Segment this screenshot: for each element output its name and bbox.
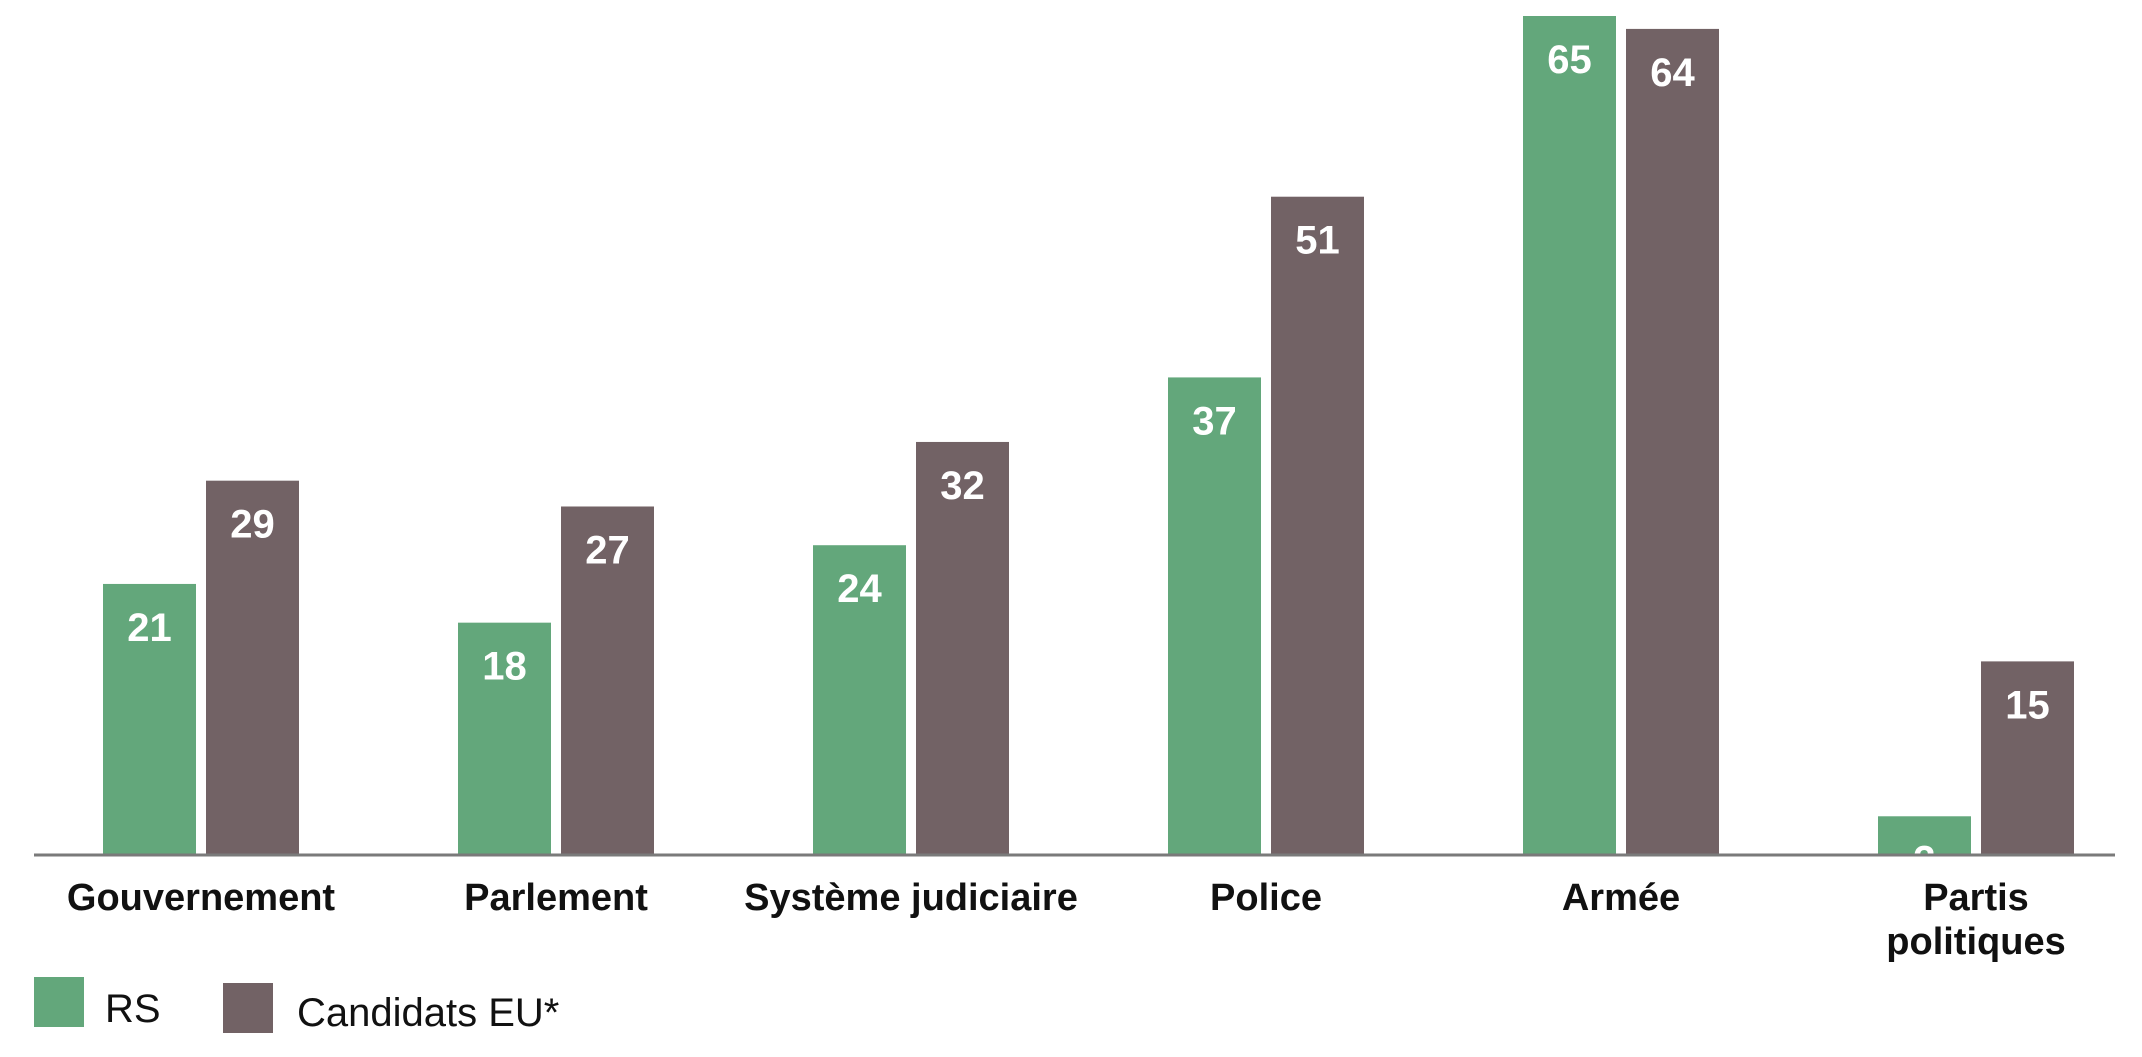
legend: RS Candidats EU* (34, 977, 559, 1035)
bars-group (103, 16, 2074, 855)
value-labels-group: 21 29 18 27 24 32 37 51 65 64 3 15 (127, 38, 2050, 882)
bar-rs-3 (1168, 377, 1261, 855)
legend-label-rs: RS (105, 987, 161, 1031)
bar-value-label: 37 (1192, 399, 1237, 443)
bar-value-label: 15 (2005, 683, 2050, 727)
legend-label-candidats-eu: Candidats EU* (297, 991, 559, 1035)
bar-rs-0 (103, 583, 196, 855)
bar-rs-4 (1523, 16, 1616, 855)
category-label: Police (1210, 877, 1322, 919)
category-label: Gouvernement (67, 877, 336, 919)
category-label: Armée (1562, 877, 1680, 919)
bar-candidats-eu-5 (1981, 661, 2074, 855)
category-labels-group: Gouvernement Parlement Système judiciaire P… (67, 877, 2066, 963)
legend-swatch-candidats-eu (223, 983, 273, 1033)
bar-value-label: 65 (1547, 38, 1592, 82)
bar-value-label: 27 (585, 528, 630, 572)
bar-value-label: 32 (940, 464, 985, 508)
category-label: Système judiciaire (744, 877, 1078, 919)
category-label: Partis politiques (1886, 877, 2065, 963)
bar-value-label: 21 (127, 606, 172, 650)
bar-rs-2 (813, 545, 906, 855)
legend-swatch-rs (34, 977, 84, 1027)
bar-candidats-eu-2 (916, 441, 1009, 855)
bar-candidats-eu-1 (561, 506, 654, 855)
bar-value-label: 64 (1650, 51, 1695, 95)
bar-candidats-eu-4 (1626, 28, 1719, 855)
category-label: Parlement (464, 877, 648, 919)
bar-value-label: 51 (1295, 219, 1340, 263)
bar-rs-5 (1878, 816, 1971, 855)
bar-value-label: 24 (837, 567, 882, 611)
bar-value-label: 3 (1913, 838, 1935, 882)
bar-value-label: 29 (230, 503, 275, 547)
bar-candidats-eu-3 (1271, 196, 1364, 855)
bar-candidats-eu-0 (206, 480, 299, 855)
bar-rs-1 (458, 622, 551, 855)
bar-value-label: 18 (482, 645, 527, 689)
